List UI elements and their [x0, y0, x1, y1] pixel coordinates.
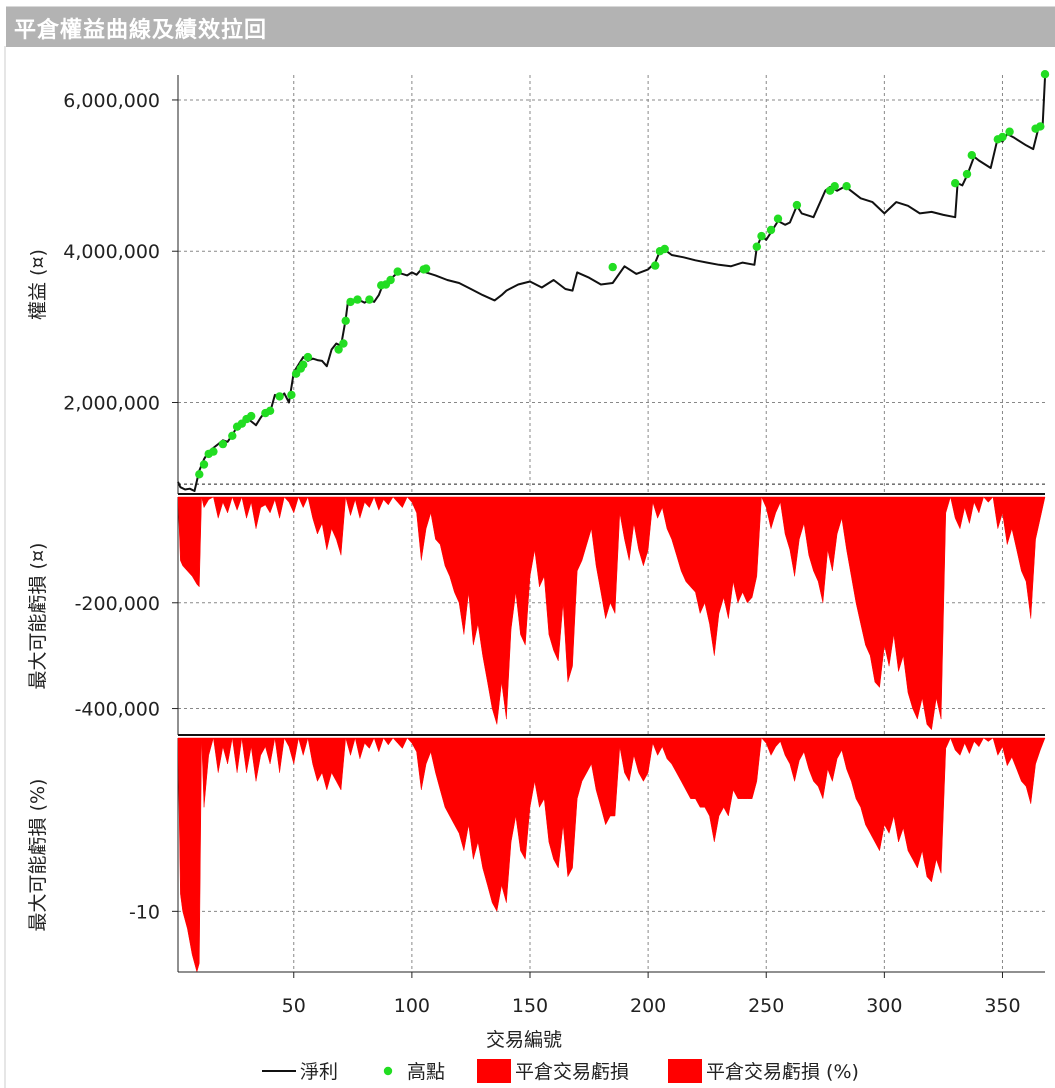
title-background: 平倉權益曲線及績效拉回: [6, 6, 1055, 47]
high-point: [218, 439, 228, 449]
high-point: [195, 470, 204, 479]
x-tick-label: 250: [748, 995, 784, 1017]
high-point: [792, 200, 802, 210]
high-point: [660, 244, 669, 254]
y-axis-label: 最大可能虧損 (¤): [27, 543, 49, 690]
high-point: [393, 267, 402, 276]
x-axis-label: 交易編號: [486, 1029, 562, 1051]
legend-label: 平倉交易虧損: [515, 1061, 629, 1083]
high-point: [998, 132, 1007, 142]
y-tick-label: -10: [129, 901, 160, 923]
high-point: [287, 390, 296, 400]
chart-title: 平倉權益曲線及績效拉回: [14, 18, 268, 43]
y-axis-label: 最大可能虧損 (%): [27, 779, 49, 932]
legend-box-icon: [668, 1059, 702, 1083]
legend-dot-icon: [383, 1066, 393, 1076]
high-point: [651, 261, 660, 270]
high-point: [951, 179, 960, 188]
high-point: [341, 316, 350, 325]
high-point: [830, 182, 839, 191]
drawdown-pct-panel: -10 最大可能虧損 (%): [27, 737, 1046, 973]
high-point: [967, 151, 976, 160]
high-point: [275, 392, 284, 401]
high-point: [421, 264, 431, 273]
x-tick-label: 350: [984, 995, 1020, 1017]
y-tick-label: -400,000: [75, 699, 160, 721]
high-point: [346, 297, 355, 307]
high-point: [228, 431, 237, 440]
y-tick-label: 4,000,000: [63, 241, 160, 263]
high-point: [608, 262, 617, 272]
drawdown-area: [177, 496, 1046, 731]
equity-line: [177, 77, 1046, 492]
y-axis-label: 權益 (¤): [27, 249, 49, 320]
high-point: [299, 360, 308, 369]
high-point: [386, 275, 395, 285]
high-point: [365, 295, 374, 304]
high-point: [1040, 70, 1050, 79]
x-tick-label: 150: [512, 995, 548, 1017]
high-point: [265, 406, 275, 415]
high-point: [303, 352, 313, 362]
y-tick-label: 2,000,000: [63, 392, 160, 414]
legend-box-icon: [477, 1059, 511, 1083]
drawdown-abs-panel: -200,000 -400,000 最大可能虧損 (¤): [27, 496, 1046, 736]
high-point: [353, 295, 362, 304]
legend-label: 高點: [407, 1061, 445, 1083]
high-point: [339, 339, 348, 348]
high-point: [247, 411, 256, 421]
equity-panel: 2,000,000 4,000,000 6,000,000 權益 (¤): [27, 70, 1050, 495]
high-point: [757, 231, 766, 241]
x-tick-label: 200: [630, 995, 666, 1017]
high-point: [209, 447, 218, 456]
high-point: [766, 225, 776, 235]
frame-left-border: [4, 46, 6, 1088]
x-axis: 50 100 150 200 250 300 350 交易編號: [282, 972, 1021, 1051]
y-tick-label: -200,000: [75, 593, 160, 615]
drawdown-pct-area: [177, 737, 1046, 973]
legend-label: 淨利: [300, 1061, 338, 1083]
legend-label: 平倉交易虧損 (%): [706, 1061, 859, 1083]
y-tick-label: 6,000,000: [63, 90, 160, 112]
high-point: [773, 214, 783, 223]
high-point: [842, 182, 851, 191]
high-point: [752, 242, 761, 251]
high-point: [334, 345, 343, 354]
high-point: [1036, 122, 1045, 131]
high-point: [962, 169, 972, 179]
x-tick-label: 300: [866, 995, 902, 1017]
title-bar: 平倉權益曲線及績效拉回: [0, 0, 1055, 52]
x-tick-label: 50: [282, 995, 306, 1017]
high-point: [199, 460, 209, 469]
legend: 淨利 高點 平倉交易虧損 平倉交易虧損 (%): [262, 1059, 859, 1083]
high-point: [1005, 127, 1014, 136]
x-tick-label: 100: [394, 995, 430, 1017]
